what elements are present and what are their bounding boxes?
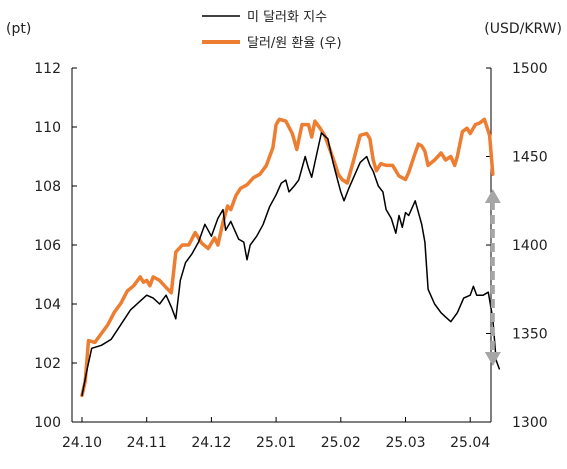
double-arrow-head-top [484,188,501,203]
left-tick-label: 110 [34,120,61,136]
left-tick-label: 108 [34,179,61,195]
right-tick-label: 1350 [512,327,548,343]
series-line-dollar-index [81,132,501,397]
axes: 100 102 104 106 108 110 112 1300 1350 1400 1450 150… [34,61,547,451]
x-tick-label: 25.03 [385,435,425,451]
annotation-layer [484,188,501,366]
right-tick-label: 1500 [512,61,548,77]
left-tick-label: 112 [34,61,61,77]
right-tick-label: 1400 [512,238,548,254]
x-tick-label: 25.04 [450,435,490,451]
right-tick-label: 1450 [512,150,548,166]
left-tick-label: 100 [34,415,61,431]
right-tick-label: 1300 [512,415,548,431]
x-tick-label: 24.10 [62,435,102,451]
x-tick-label: 24.11 [127,435,167,451]
right-axis-label: (USD/KRW) [484,21,562,37]
x-tick-label: 24.12 [191,435,231,451]
double-arrow-head-bottom [484,351,501,366]
series-line-usdkrw [80,117,495,398]
left-axis-label: (pt) [6,21,31,37]
series-layer [80,117,501,398]
left-tick-label: 102 [34,356,61,372]
left-tick-label: 104 [34,297,61,313]
legend-label-dollar-index: 미 달러화 지수 [247,10,327,25]
x-tick-label: 25.01 [256,435,296,451]
left-tick-label: 106 [34,238,61,254]
legend-label-usdkrw: 달러/원 환율 (우) [247,36,342,51]
x-tick-label: 25.02 [321,435,361,451]
legend: 미 달러화 지수 달러/원 환율 (우) [202,10,342,51]
